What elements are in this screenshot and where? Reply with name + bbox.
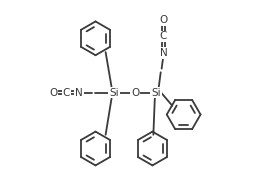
- Text: N: N: [75, 88, 83, 97]
- Text: C: C: [160, 31, 167, 41]
- Text: Si: Si: [151, 88, 161, 97]
- Text: N: N: [160, 48, 167, 58]
- Text: O: O: [49, 88, 58, 97]
- Text: Si: Si: [109, 88, 119, 97]
- Text: O: O: [131, 88, 139, 97]
- Text: O: O: [159, 15, 168, 25]
- Text: C: C: [62, 88, 70, 97]
